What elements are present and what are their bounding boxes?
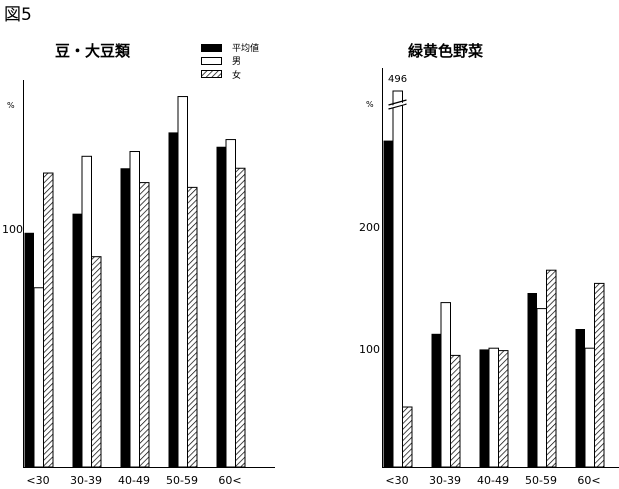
x-tick-label: 40-49 <box>118 474 150 487</box>
x-tick-label: 60< <box>218 474 241 487</box>
bar-mean <box>120 168 130 467</box>
bar-female <box>43 172 54 468</box>
bar-mean <box>72 213 82 467</box>
axis-break-gap <box>389 102 406 109</box>
bar-mean <box>383 140 393 467</box>
bar-mean <box>216 146 226 468</box>
bar-male <box>440 302 451 468</box>
chart-title: 豆・大豆類 <box>55 42 131 60</box>
x-tick-label: 50-59 <box>166 474 198 487</box>
axis-break-mark <box>388 99 407 110</box>
chart-title: 緑黄色野菜 <box>408 42 483 60</box>
bar-mean <box>24 232 34 467</box>
x-tick-label: 50-59 <box>525 474 557 487</box>
bar-male <box>81 155 92 468</box>
x-tick-label: 40-49 <box>477 474 509 487</box>
bar-male <box>488 347 499 468</box>
bar-female <box>498 350 509 468</box>
y-tick-label: 100 <box>359 343 380 356</box>
bar-female <box>187 186 198 468</box>
y-tick-label: 100 <box>2 223 23 236</box>
bar-female <box>546 269 557 468</box>
bar-female <box>235 167 246 468</box>
x-tick-label: <30 <box>26 474 49 487</box>
bar-female <box>594 282 605 468</box>
bar-male <box>129 151 140 468</box>
figure-label: 図5 <box>4 5 32 25</box>
bar-mean <box>479 349 489 467</box>
legend-swatch-female <box>201 70 222 78</box>
bar-mean <box>575 329 585 467</box>
y-axis-label: % <box>366 100 374 109</box>
bar-male <box>536 308 547 468</box>
bar-male <box>584 347 595 468</box>
legend-label-male: 男 <box>232 56 241 67</box>
y-axis-label: % <box>7 101 15 110</box>
bar-male <box>225 139 236 468</box>
chart-beans: 豆・大豆類 % 100 <30 30-39 40-49 50-59 60< <box>2 42 275 487</box>
bar-female <box>91 256 102 468</box>
legend-label-mean: 平均値 <box>232 42 259 54</box>
x-tick-label: 60< <box>577 474 600 487</box>
bar-male <box>33 287 44 468</box>
bar-mean <box>527 293 537 467</box>
bar-mean <box>431 333 441 467</box>
bar-male <box>392 90 403 468</box>
legend-swatch-mean <box>201 44 222 52</box>
bar-female <box>139 182 150 468</box>
bar-mean <box>168 132 178 467</box>
bar-male <box>177 96 188 468</box>
bar-annotation: 496 <box>388 74 407 85</box>
legend-swatch-male <box>201 57 222 65</box>
x-tick-label: <30 <box>385 474 408 487</box>
y-tick-label: 200 <box>359 221 380 234</box>
chart-green-yellow-vegetables: 緑黄色野菜 % 200 100 496 <30 30-39 40-49 50-59 60… <box>359 42 619 487</box>
bar-female <box>450 354 461 468</box>
x-tick-label: 30-39 <box>429 474 461 487</box>
legend-label-female: 女 <box>232 69 241 81</box>
legend: 平均値 男 女 <box>201 42 259 81</box>
x-tick-label: 30-39 <box>70 474 102 487</box>
bar-female <box>402 406 413 468</box>
